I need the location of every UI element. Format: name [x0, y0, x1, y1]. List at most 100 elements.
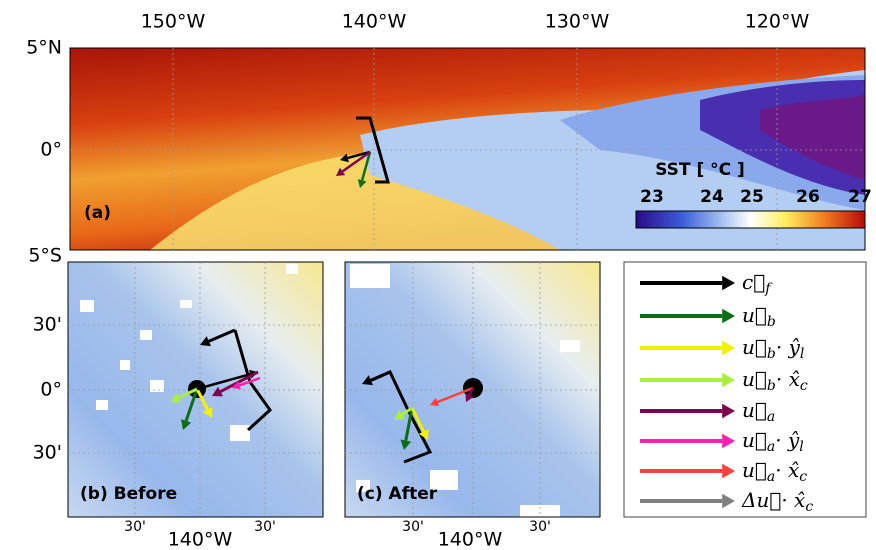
- arrow-head: [722, 493, 735, 509]
- colorbar: [635, 210, 866, 229]
- arrow-head: [400, 439, 412, 450]
- arrow-head: [170, 392, 181, 403]
- subscript: b: [767, 378, 776, 394]
- arrow-head: [394, 410, 405, 420]
- arrow-head: [180, 419, 192, 430]
- x-label: 30': [402, 519, 424, 535]
- lon-label: 150°W: [141, 11, 206, 33]
- bracket: [356, 116, 390, 184]
- colorbar-title: SST [ °C ]: [655, 160, 745, 180]
- symbol: u⃗: [742, 335, 767, 359]
- bracket: [233, 329, 272, 432]
- panel-label: (c) After: [357, 484, 438, 504]
- arrow-head: [200, 336, 211, 347]
- x-label: 30': [254, 519, 276, 535]
- legend-label: u⃗b· x̂c: [742, 367, 808, 395]
- arrow-head: [232, 381, 242, 390]
- panel-label: (b) Before: [80, 484, 177, 504]
- symbol: · x̂: [776, 367, 800, 391]
- legend-label: u⃗a: [742, 398, 775, 426]
- legend: c⃗fu⃗bu⃗b· ŷlu⃗b· x̂cu⃗au⃗a· ŷlu⃗a· x̂cΔ…: [640, 270, 813, 516]
- symbol: · x̂: [775, 458, 799, 482]
- legend-label: u⃗a· ŷl: [742, 428, 804, 456]
- legend-box: [623, 261, 867, 518]
- subscript: a: [767, 439, 775, 455]
- subscript: l: [800, 346, 804, 362]
- grid-lines: [70, 48, 865, 250]
- x-label: 140°W: [438, 529, 503, 550]
- lon-label: 130°W: [545, 11, 610, 33]
- arrow-shaft: [219, 370, 259, 393]
- colorbar-tick: 24: [700, 187, 724, 207]
- arrow-shaft: [184, 388, 199, 422]
- symbol: · ŷ: [775, 428, 800, 452]
- y-label: 30': [33, 442, 62, 464]
- arrow-head: [722, 308, 735, 324]
- x-label: 30': [529, 519, 551, 535]
- arrow-shaft: [177, 387, 198, 400]
- arrow-head: [202, 406, 213, 418]
- arrow-shaft: [239, 376, 261, 387]
- arrow-shaft: [404, 407, 414, 441]
- arrow-shaft: [195, 388, 209, 411]
- arrow-head: [336, 167, 346, 176]
- arrow-shaft: [360, 151, 372, 181]
- subscript: f: [764, 281, 773, 297]
- legend-label: u⃗b: [742, 303, 776, 331]
- arrow-shaft: [347, 150, 371, 160]
- subscript: a: [767, 469, 775, 485]
- arrow-shaft: [341, 150, 371, 173]
- arrow-head: [722, 433, 735, 449]
- legend-label: Δu⃗· x̂c: [741, 488, 813, 516]
- arrow-shaft: [468, 387, 475, 396]
- colorbar-tick: 25: [740, 187, 764, 207]
- subscript: c: [800, 378, 808, 394]
- arrow-head: [722, 403, 735, 419]
- arrow-head: [722, 275, 735, 291]
- y-label: 0°: [40, 379, 62, 401]
- arrow-head: [465, 392, 474, 402]
- arrow-head: [362, 375, 373, 386]
- x-label: 30': [124, 519, 146, 535]
- arrow-shaft: [410, 407, 426, 433]
- lat-label: 5°N: [26, 37, 62, 59]
- symbol: u⃗: [742, 367, 767, 391]
- symbol: u⃗: [742, 428, 767, 452]
- lon-label: 120°W: [745, 11, 810, 33]
- cloud-mask: [350, 264, 580, 517]
- colorbar-tick: 23: [640, 187, 664, 207]
- symbol: · ŷ: [776, 335, 801, 359]
- cloud-mask: [80, 264, 298, 441]
- subscript: l: [799, 439, 803, 455]
- arrow-shaft: [196, 372, 251, 391]
- symbol: Δu⃗· x̂: [741, 488, 805, 512]
- symbol: c⃗: [742, 270, 765, 294]
- subscript: c: [805, 499, 813, 515]
- arrows: [170, 116, 483, 464]
- symbol: u⃗: [742, 458, 767, 482]
- arrow-head: [722, 463, 735, 479]
- arrow-head: [418, 428, 429, 440]
- symbol: u⃗: [742, 303, 767, 327]
- legend-label: u⃗a· x̂c: [742, 458, 807, 486]
- subscript: b: [767, 346, 776, 362]
- subscript: c: [799, 469, 807, 485]
- arrow-shaft: [208, 328, 236, 343]
- arrow-shaft: [370, 370, 391, 382]
- y-label: 30': [33, 314, 62, 336]
- arrow-head: [722, 372, 735, 388]
- x-label: 140°W: [168, 529, 233, 550]
- arrow-head: [340, 153, 349, 163]
- subscript: b: [767, 314, 776, 330]
- panel-frame: [344, 261, 601, 518]
- arrow-head: [357, 179, 367, 188]
- panel-frame: [67, 261, 324, 518]
- colorbar-tick: 26: [796, 187, 820, 207]
- symbol: u⃗: [742, 398, 767, 422]
- lon-label: 140°W: [342, 11, 407, 33]
- colorbar-tick: 27: [848, 187, 872, 207]
- legend-label: u⃗b· ŷl: [742, 335, 804, 363]
- arrow-head: [430, 397, 440, 407]
- lat-label: 0°: [40, 139, 62, 161]
